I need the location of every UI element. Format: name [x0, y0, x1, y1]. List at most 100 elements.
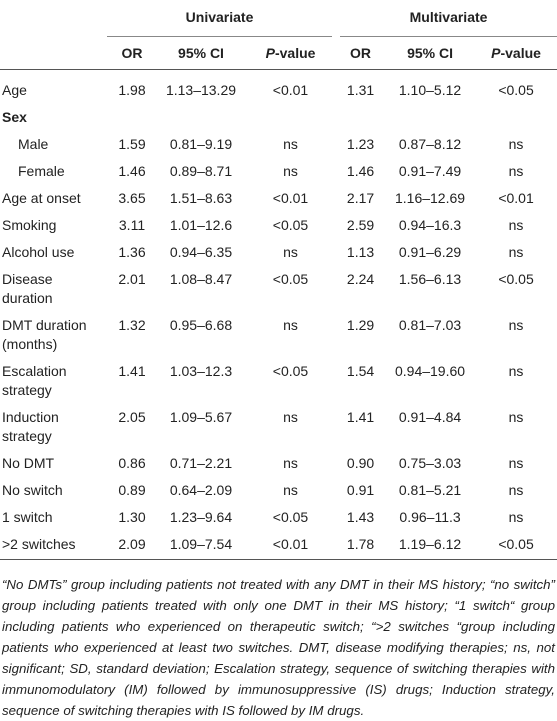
group-title: Multivariate: [340, 0, 557, 37]
cell: 1.51–8.63: [169, 190, 233, 206]
cell: ns: [508, 509, 524, 525]
cell: 0.86: [118, 455, 146, 471]
data-row: Smoking 3.11 1.01–12.6 <0.05 2.59 0.94–16.3 ns: [0, 212, 557, 239]
data-row: Female 1.46 0.89–8.71 ns 1.46 0.91–7.49 ns: [0, 158, 557, 185]
cell: <0.01: [272, 82, 309, 98]
row-label: No DMT: [2, 455, 55, 471]
row-label: Age at onset: [2, 190, 81, 206]
data-row: Escalation strategy 1.41 1.03–12.3 <0.05 1.5…: [0, 358, 557, 404]
cell: 1.16–12.69: [394, 190, 466, 206]
cell: ns: [508, 217, 524, 233]
table-body: Age 1.98 1.13–13.29 <0.01 1.31 1.10–5.12 <0.05…: [0, 70, 557, 560]
column-title: OR: [350, 44, 372, 61]
column-title: 95% CI: [407, 44, 453, 61]
cell: 1.13: [346, 244, 375, 260]
cell: 1.59: [118, 136, 146, 152]
data-row: Disease duration 2.01 1.08–8.47 <0.05 2.24 1.…: [0, 266, 557, 312]
results-table: Univariate Multivariate OR 95% CI P-value O…: [0, 0, 557, 560]
row-label: Smoking: [2, 217, 57, 233]
cell: 1.13–13.29: [165, 82, 237, 98]
row-label: Sex: [2, 109, 27, 125]
cell: ns: [283, 455, 298, 471]
cell: 0.94–16.3: [398, 217, 462, 233]
cell: 0.96–11.3: [399, 509, 461, 525]
cell: 0.90: [346, 455, 375, 471]
cell: 0.71–2.21: [169, 455, 233, 471]
cell: 0.89: [118, 482, 146, 498]
blank-cell: [0, 0, 107, 37]
section-row: Sex: [0, 104, 557, 131]
cell: 3.65: [118, 190, 146, 206]
blank-cell: [0, 37, 107, 70]
cell: 1.41: [118, 363, 146, 379]
cell: 1.01–12.6: [169, 217, 233, 233]
cell: 1.09–7.54: [157, 531, 245, 560]
cell: 1.43: [346, 509, 375, 525]
cell: 2.09: [107, 531, 157, 560]
column-header: 95% CI: [157, 37, 245, 70]
data-row: No DMT 0.86 0.71–2.21 ns 0.90 0.75–3.03 ns: [0, 450, 557, 477]
cell: 1.10–5.12: [398, 82, 462, 98]
cell: 1.19–6.12: [385, 531, 476, 560]
cell: <0.05: [498, 271, 534, 287]
cell: 2.17: [346, 190, 375, 206]
cell: ns: [508, 455, 524, 471]
cell: 0.64–2.09: [169, 482, 233, 498]
cell: 2.24: [346, 271, 375, 287]
cell: <0.01: [272, 190, 309, 206]
cell: <0.01: [498, 190, 534, 206]
cell: 1.36: [118, 244, 146, 260]
cell: 0.91–7.49: [398, 163, 462, 179]
cell: 0.95–6.68: [169, 317, 233, 333]
cell: 1.54: [346, 363, 375, 379]
row-label: Escalation strategy: [2, 363, 67, 398]
cell: 1.31: [346, 82, 375, 98]
row-label: 1 switch: [2, 509, 53, 525]
cell: 0.81–5.21: [398, 482, 462, 498]
cell: 1.98: [118, 82, 146, 98]
group-header-row: Univariate Multivariate: [0, 0, 557, 37]
row-label: Male: [18, 136, 49, 152]
column-title: 95% CI: [178, 44, 224, 61]
cell: ns: [508, 482, 524, 498]
cell: 2.59: [346, 217, 375, 233]
data-row: >2 switches 2.09 1.09–7.54 <0.01 1.78 1.19–6.…: [0, 531, 557, 560]
cell: 1.56–6.13: [398, 271, 462, 287]
cell: 0.89–8.71: [169, 163, 233, 179]
cell: ns: [508, 317, 524, 333]
cell: 0.75–3.03: [398, 455, 462, 471]
row-label: Disease duration: [2, 271, 53, 306]
cell: <0.05: [272, 363, 309, 379]
cell: ns: [283, 163, 298, 179]
column-title: P-value: [491, 44, 541, 61]
cell: 0.91–4.84: [398, 409, 462, 425]
group-header: Multivariate: [336, 0, 557, 37]
cell: ns: [283, 136, 298, 152]
cell: ns: [508, 409, 524, 425]
cell: 1.46: [118, 163, 146, 179]
cell: 1.03–12.3: [169, 363, 233, 379]
cell: 1.08–8.47: [169, 271, 233, 287]
cell: <0.05: [272, 217, 309, 233]
cell: ns: [283, 409, 298, 425]
cell: 1.32: [118, 317, 146, 333]
cell: 0.91–6.29: [398, 244, 462, 260]
cell: 0.81–9.19: [169, 136, 233, 152]
column-header: P-value: [475, 37, 557, 70]
column-title: OR: [121, 44, 143, 61]
column-header: 95% CI: [385, 37, 476, 70]
cell: ns: [508, 363, 524, 379]
cell: 1.30: [118, 509, 146, 525]
cell: ns: [283, 317, 298, 333]
row-label: DMT duration (months): [2, 317, 87, 352]
cell: 1.46: [346, 163, 375, 179]
column-title: P-value: [265, 44, 316, 61]
cell: 0.94–6.35: [169, 244, 233, 260]
cell: 1.23: [346, 136, 375, 152]
cell: <0.05: [272, 509, 309, 525]
cell: 1.23–9.64: [169, 509, 233, 525]
column-header: P-value: [245, 37, 337, 70]
data-row: 1 switch 1.30 1.23–9.64 <0.05 1.43 0.96–11.3 n…: [0, 504, 557, 531]
cell: 2.05: [118, 409, 146, 425]
